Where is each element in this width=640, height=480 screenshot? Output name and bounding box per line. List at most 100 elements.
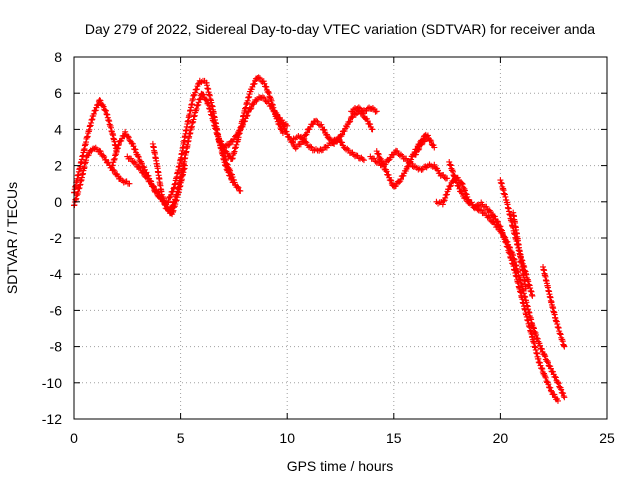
data-point xyxy=(128,140,135,147)
data-point xyxy=(388,177,395,184)
data-point xyxy=(458,189,465,196)
data-point xyxy=(259,94,266,101)
y-axis-label: SDTVAR / TECUs xyxy=(4,182,20,294)
data-point xyxy=(302,138,309,145)
data-point xyxy=(304,129,311,136)
data-point xyxy=(554,379,561,386)
data-point xyxy=(547,384,554,391)
data-point xyxy=(359,156,366,163)
data-point xyxy=(463,195,470,202)
data-point xyxy=(125,134,132,141)
data-point xyxy=(154,189,161,196)
series-17 xyxy=(510,209,529,292)
data-point xyxy=(285,133,292,140)
data-point xyxy=(443,191,450,198)
data-point xyxy=(542,373,549,380)
data-point xyxy=(561,394,568,401)
data-point xyxy=(230,136,237,143)
data-point xyxy=(418,141,425,148)
data-point xyxy=(132,160,139,167)
data-point xyxy=(439,201,446,208)
data-point xyxy=(136,163,143,170)
data-point xyxy=(283,128,290,135)
x-tick-label: 20 xyxy=(493,430,509,446)
data-point xyxy=(394,148,401,155)
data-point xyxy=(134,153,141,160)
data-point xyxy=(499,231,506,238)
x-tick-label: 25 xyxy=(599,430,615,446)
data-point xyxy=(144,175,151,182)
data-point xyxy=(192,89,199,96)
data-point xyxy=(128,155,135,162)
data-point xyxy=(241,118,248,125)
data-point xyxy=(289,138,296,145)
data-point xyxy=(275,114,282,121)
data-point xyxy=(122,128,129,135)
data-point xyxy=(491,213,498,220)
data-point xyxy=(445,186,452,193)
data-point xyxy=(371,155,378,162)
series-6 xyxy=(215,74,286,162)
data-point xyxy=(138,160,145,167)
data-point xyxy=(85,152,92,159)
data-point xyxy=(368,105,375,112)
x-tick-label: 0 xyxy=(70,430,78,446)
data-point xyxy=(345,147,352,154)
data-point xyxy=(96,147,103,154)
data-point xyxy=(286,134,293,141)
data-point xyxy=(485,213,492,220)
data-point xyxy=(92,107,99,114)
data-point xyxy=(323,131,330,138)
series-11 xyxy=(367,147,451,182)
data-point xyxy=(392,183,399,190)
data-point xyxy=(347,118,354,125)
data-point xyxy=(537,342,544,349)
y-tick-label: 2 xyxy=(54,158,62,174)
data-point xyxy=(227,170,234,177)
series-8 xyxy=(273,107,376,152)
data-point xyxy=(416,145,423,152)
series-10 xyxy=(348,104,380,115)
data-point xyxy=(522,285,529,292)
y-tick-label: -4 xyxy=(50,266,63,282)
data-point xyxy=(424,132,431,139)
chart-title: Day 279 of 2022, Sidereal Day-to-day VTE… xyxy=(85,21,595,37)
data-point xyxy=(547,365,554,372)
data-point xyxy=(218,138,225,145)
data-point xyxy=(233,132,240,139)
data-point xyxy=(168,191,175,198)
series-18 xyxy=(540,263,568,350)
data-point xyxy=(387,154,394,161)
data-point xyxy=(238,123,245,130)
data-point xyxy=(476,206,483,213)
data-point xyxy=(447,182,454,189)
data-point xyxy=(395,150,402,157)
data-point xyxy=(404,163,411,170)
data-point xyxy=(453,179,460,186)
data-point xyxy=(234,183,241,190)
data-point xyxy=(560,392,567,399)
grid xyxy=(74,57,607,419)
data-point xyxy=(486,214,493,221)
data-point xyxy=(495,224,502,231)
data-point xyxy=(415,146,422,153)
data-point xyxy=(268,103,275,110)
x-tick-label: 15 xyxy=(386,430,402,446)
data-point xyxy=(303,139,310,146)
data-point xyxy=(385,171,392,178)
data-point xyxy=(137,165,144,172)
series-15 xyxy=(446,158,568,401)
data-point xyxy=(317,146,324,153)
data-point xyxy=(459,181,466,188)
data-point xyxy=(504,238,511,245)
data-point xyxy=(226,141,233,148)
data-point xyxy=(536,359,543,366)
data-point xyxy=(396,152,403,159)
data-point xyxy=(387,176,394,183)
data-point xyxy=(440,198,447,205)
data-point xyxy=(243,113,250,120)
data-point xyxy=(256,75,263,82)
data-point xyxy=(506,243,513,250)
data-point xyxy=(360,107,367,114)
